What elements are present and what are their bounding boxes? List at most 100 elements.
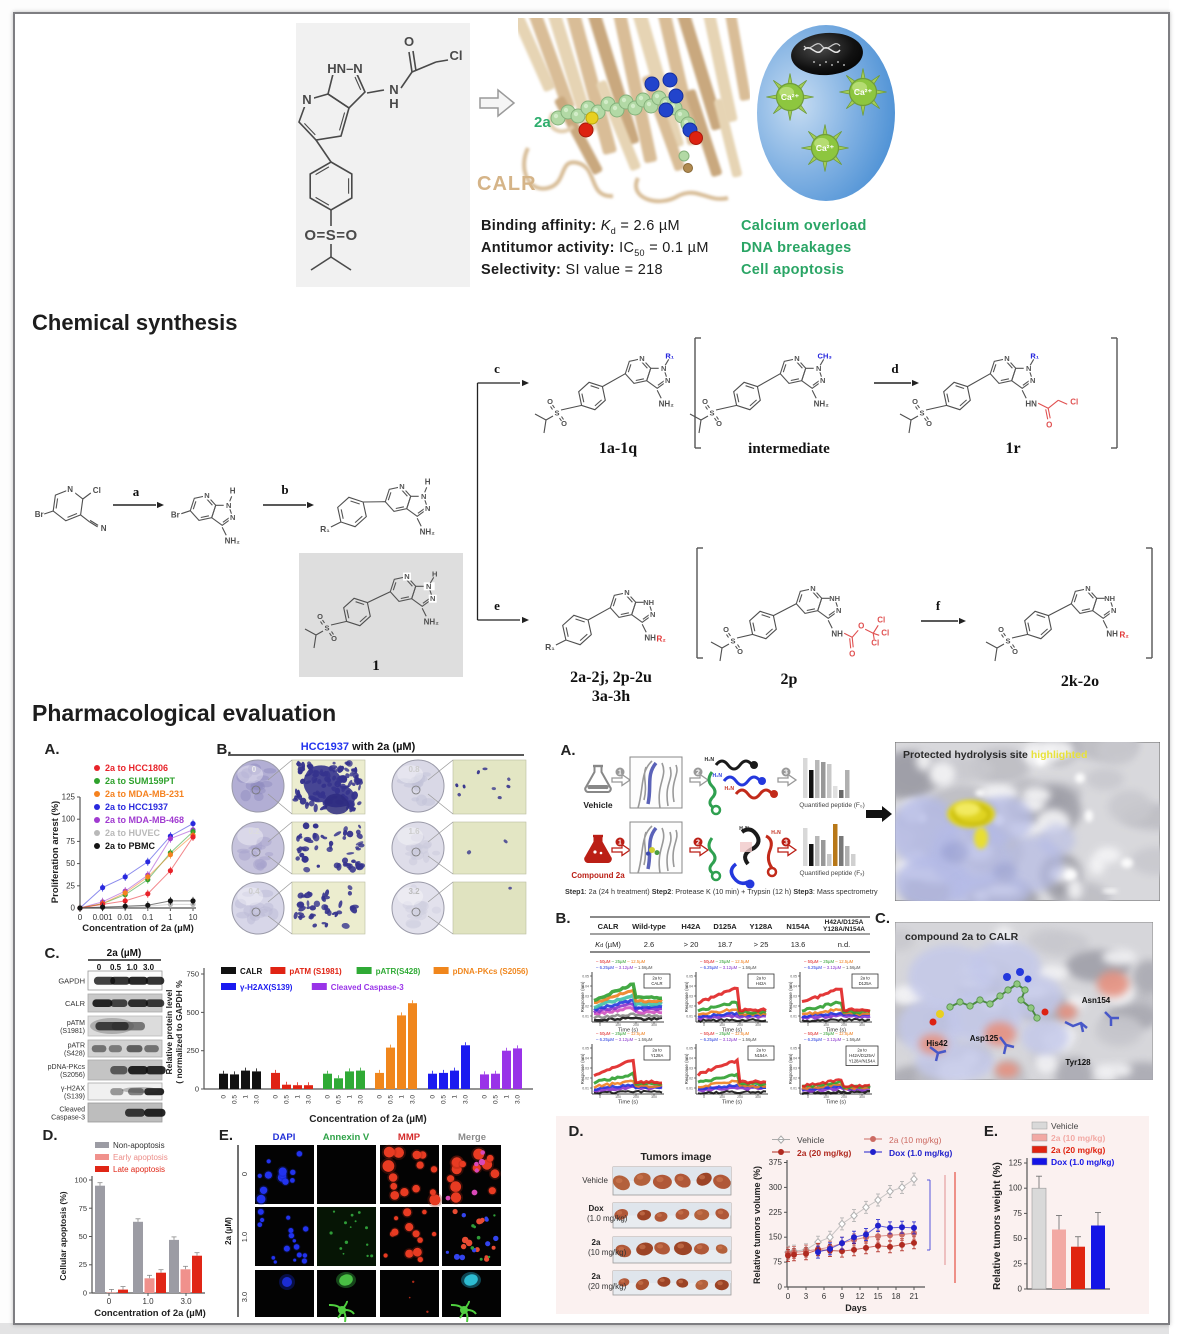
svg-text:f: f — [936, 598, 941, 613]
svg-text:N: N — [399, 482, 404, 491]
svg-text:25: 25 — [66, 881, 75, 890]
svg-text:0.03: 0.03 — [790, 1067, 797, 1071]
svg-text:– 50µM – 25µM – 12.5µM: – 50µM – 25µM – 12.5µM — [700, 1031, 750, 1036]
svg-text:0: 0 — [778, 1283, 783, 1292]
svg-text:Dox (1.0 mg/kg): Dox (1.0 mg/kg) — [1051, 1157, 1114, 1167]
svg-text:Response (nm): Response (nm) — [580, 981, 585, 1012]
svg-text:compound 2a to CALR: compound 2a to CALR — [905, 931, 1019, 943]
svg-text:N: N — [665, 376, 670, 385]
svg-text:Cleaved: Cleaved — [59, 1107, 85, 1114]
svg-text:200: 200 — [633, 1023, 639, 1027]
svg-text:1: 1 — [372, 658, 380, 674]
svg-text:N: N — [430, 594, 435, 603]
svg-text:N: N — [820, 376, 825, 385]
svg-text:N: N — [1030, 376, 1035, 385]
svg-text:0.04: 0.04 — [686, 985, 693, 989]
svg-text:0.05: 0.05 — [582, 975, 589, 979]
svg-text:18: 18 — [892, 1292, 901, 1301]
svg-text:2a (20 mg/kg): 2a (20 mg/kg) — [797, 1148, 851, 1158]
svg-text:2a: 2a — [592, 1238, 601, 1247]
svg-text:0: 0 — [377, 1095, 384, 1099]
svg-text:Cleaved Caspase-3: Cleaved Caspase-3 — [331, 983, 404, 992]
svg-text:> 20: > 20 — [684, 940, 699, 949]
svg-text:N: N — [302, 92, 311, 107]
svg-text:D.: D. — [43, 1127, 58, 1144]
svg-text:N: N — [1085, 584, 1090, 593]
svg-text:Vehicle: Vehicle — [583, 800, 613, 810]
svg-text:Cl: Cl — [450, 48, 463, 63]
svg-text:100: 100 — [615, 1095, 621, 1099]
svg-text:250: 250 — [186, 1046, 199, 1055]
svg-text:0: 0 — [83, 1289, 87, 1298]
svg-text:Vehicle: Vehicle — [797, 1135, 825, 1145]
svg-text:200: 200 — [841, 1023, 847, 1027]
svg-text:H₂N: H₂N — [725, 786, 735, 792]
svg-text:H₂N: H₂N — [771, 830, 781, 836]
svg-text:Concentration of 2a (µM): Concentration of 2a (µM) — [82, 923, 194, 934]
svg-text:0.5: 0.5 — [110, 963, 122, 972]
svg-text:N: N — [810, 584, 815, 593]
svg-text:N: N — [204, 491, 209, 500]
svg-text:Time (s): Time (s) — [618, 1028, 638, 1034]
svg-text:S: S — [324, 624, 329, 633]
svg-text:S: S — [709, 409, 714, 418]
svg-text:N: N — [1004, 354, 1009, 363]
svg-text:50: 50 — [1013, 1234, 1022, 1243]
svg-text:2a (µM): 2a (µM) — [107, 948, 142, 959]
svg-text:HCC1937 with 2a (µM): HCC1937 with 2a (µM) — [301, 741, 416, 753]
svg-text:300: 300 — [651, 1023, 657, 1027]
svg-text:Dox (1.0 mg/kg): Dox (1.0 mg/kg) — [889, 1148, 952, 1158]
svg-text:2a to SUM159PT: 2a to SUM159PT — [105, 776, 176, 786]
svg-text:N: N — [1111, 606, 1116, 615]
svg-text:c: c — [494, 361, 500, 376]
svg-text:E.: E. — [984, 1123, 998, 1140]
svg-text:H: H — [230, 486, 236, 495]
svg-text:Relative tumors volume (%): Relative tumors volume (%) — [752, 1166, 762, 1284]
svg-text:0: 0 — [430, 1095, 437, 1099]
svg-text:2a to HCC1937: 2a to HCC1937 — [105, 802, 168, 812]
svg-text:3.0: 3.0 — [180, 1297, 192, 1306]
svg-text:Step1: 2a (24 h treatment): Step1: 2a (24 h treatment) Step2: Protea… — [565, 887, 878, 896]
svg-text:75: 75 — [66, 837, 75, 846]
svg-text:O: O — [702, 397, 708, 406]
svg-text:Time (s): Time (s) — [722, 1028, 742, 1034]
svg-text:R₂: R₂ — [657, 634, 667, 643]
svg-text:1: 1 — [168, 913, 173, 922]
svg-text:3.0: 3.0 — [254, 1095, 261, 1104]
svg-text:O: O — [317, 612, 323, 621]
svg-text:3.2: 3.2 — [408, 887, 420, 896]
svg-text:N: N — [421, 492, 426, 501]
svg-text:0.01: 0.01 — [686, 1015, 693, 1019]
svg-text:N: N — [794, 354, 799, 363]
svg-text:Compound 2a: Compound 2a — [571, 871, 625, 880]
svg-text:0.5: 0.5 — [388, 1095, 395, 1104]
svg-text:O: O — [858, 621, 864, 630]
svg-text:NH₂: NH₂ — [225, 536, 241, 545]
svg-text:300: 300 — [755, 1023, 761, 1027]
svg-text:0: 0 — [599, 1023, 601, 1027]
svg-text:H42A/D125A: H42A/D125A — [825, 919, 864, 926]
svg-text:2a to: 2a to — [756, 976, 766, 981]
svg-text:100: 100 — [719, 1023, 725, 1027]
svg-text:100: 100 — [719, 1095, 725, 1099]
svg-text:2a to HUVEC: 2a to HUVEC — [105, 828, 161, 838]
svg-text:0.5: 0.5 — [493, 1095, 500, 1104]
svg-text:Quantified peptide (F₀): Quantified peptide (F₀) — [799, 802, 865, 809]
svg-text:3: 3 — [784, 840, 788, 847]
svg-text:NH: NH — [829, 594, 840, 603]
svg-text:Y128A: Y128A — [750, 922, 774, 931]
svg-text:B.: B. — [556, 910, 571, 927]
svg-text:Asp125: Asp125 — [970, 1034, 999, 1043]
svg-text:N: N — [816, 364, 821, 373]
svg-text:0: 0 — [195, 1085, 199, 1094]
svg-text:DAPI: DAPI — [273, 1132, 296, 1143]
svg-text:CALR: CALR — [598, 922, 619, 931]
svg-text:0: 0 — [1018, 1285, 1023, 1294]
svg-text:R₁: R₁ — [320, 524, 330, 534]
svg-text:Time (s): Time (s) — [826, 1028, 846, 1034]
svg-text:N: N — [661, 364, 666, 373]
svg-text:0: 0 — [71, 904, 76, 913]
svg-text:0.8: 0.8 — [408, 765, 420, 774]
svg-text:0.01: 0.01 — [790, 1015, 797, 1019]
svg-text:Time (s): Time (s) — [826, 1100, 846, 1106]
